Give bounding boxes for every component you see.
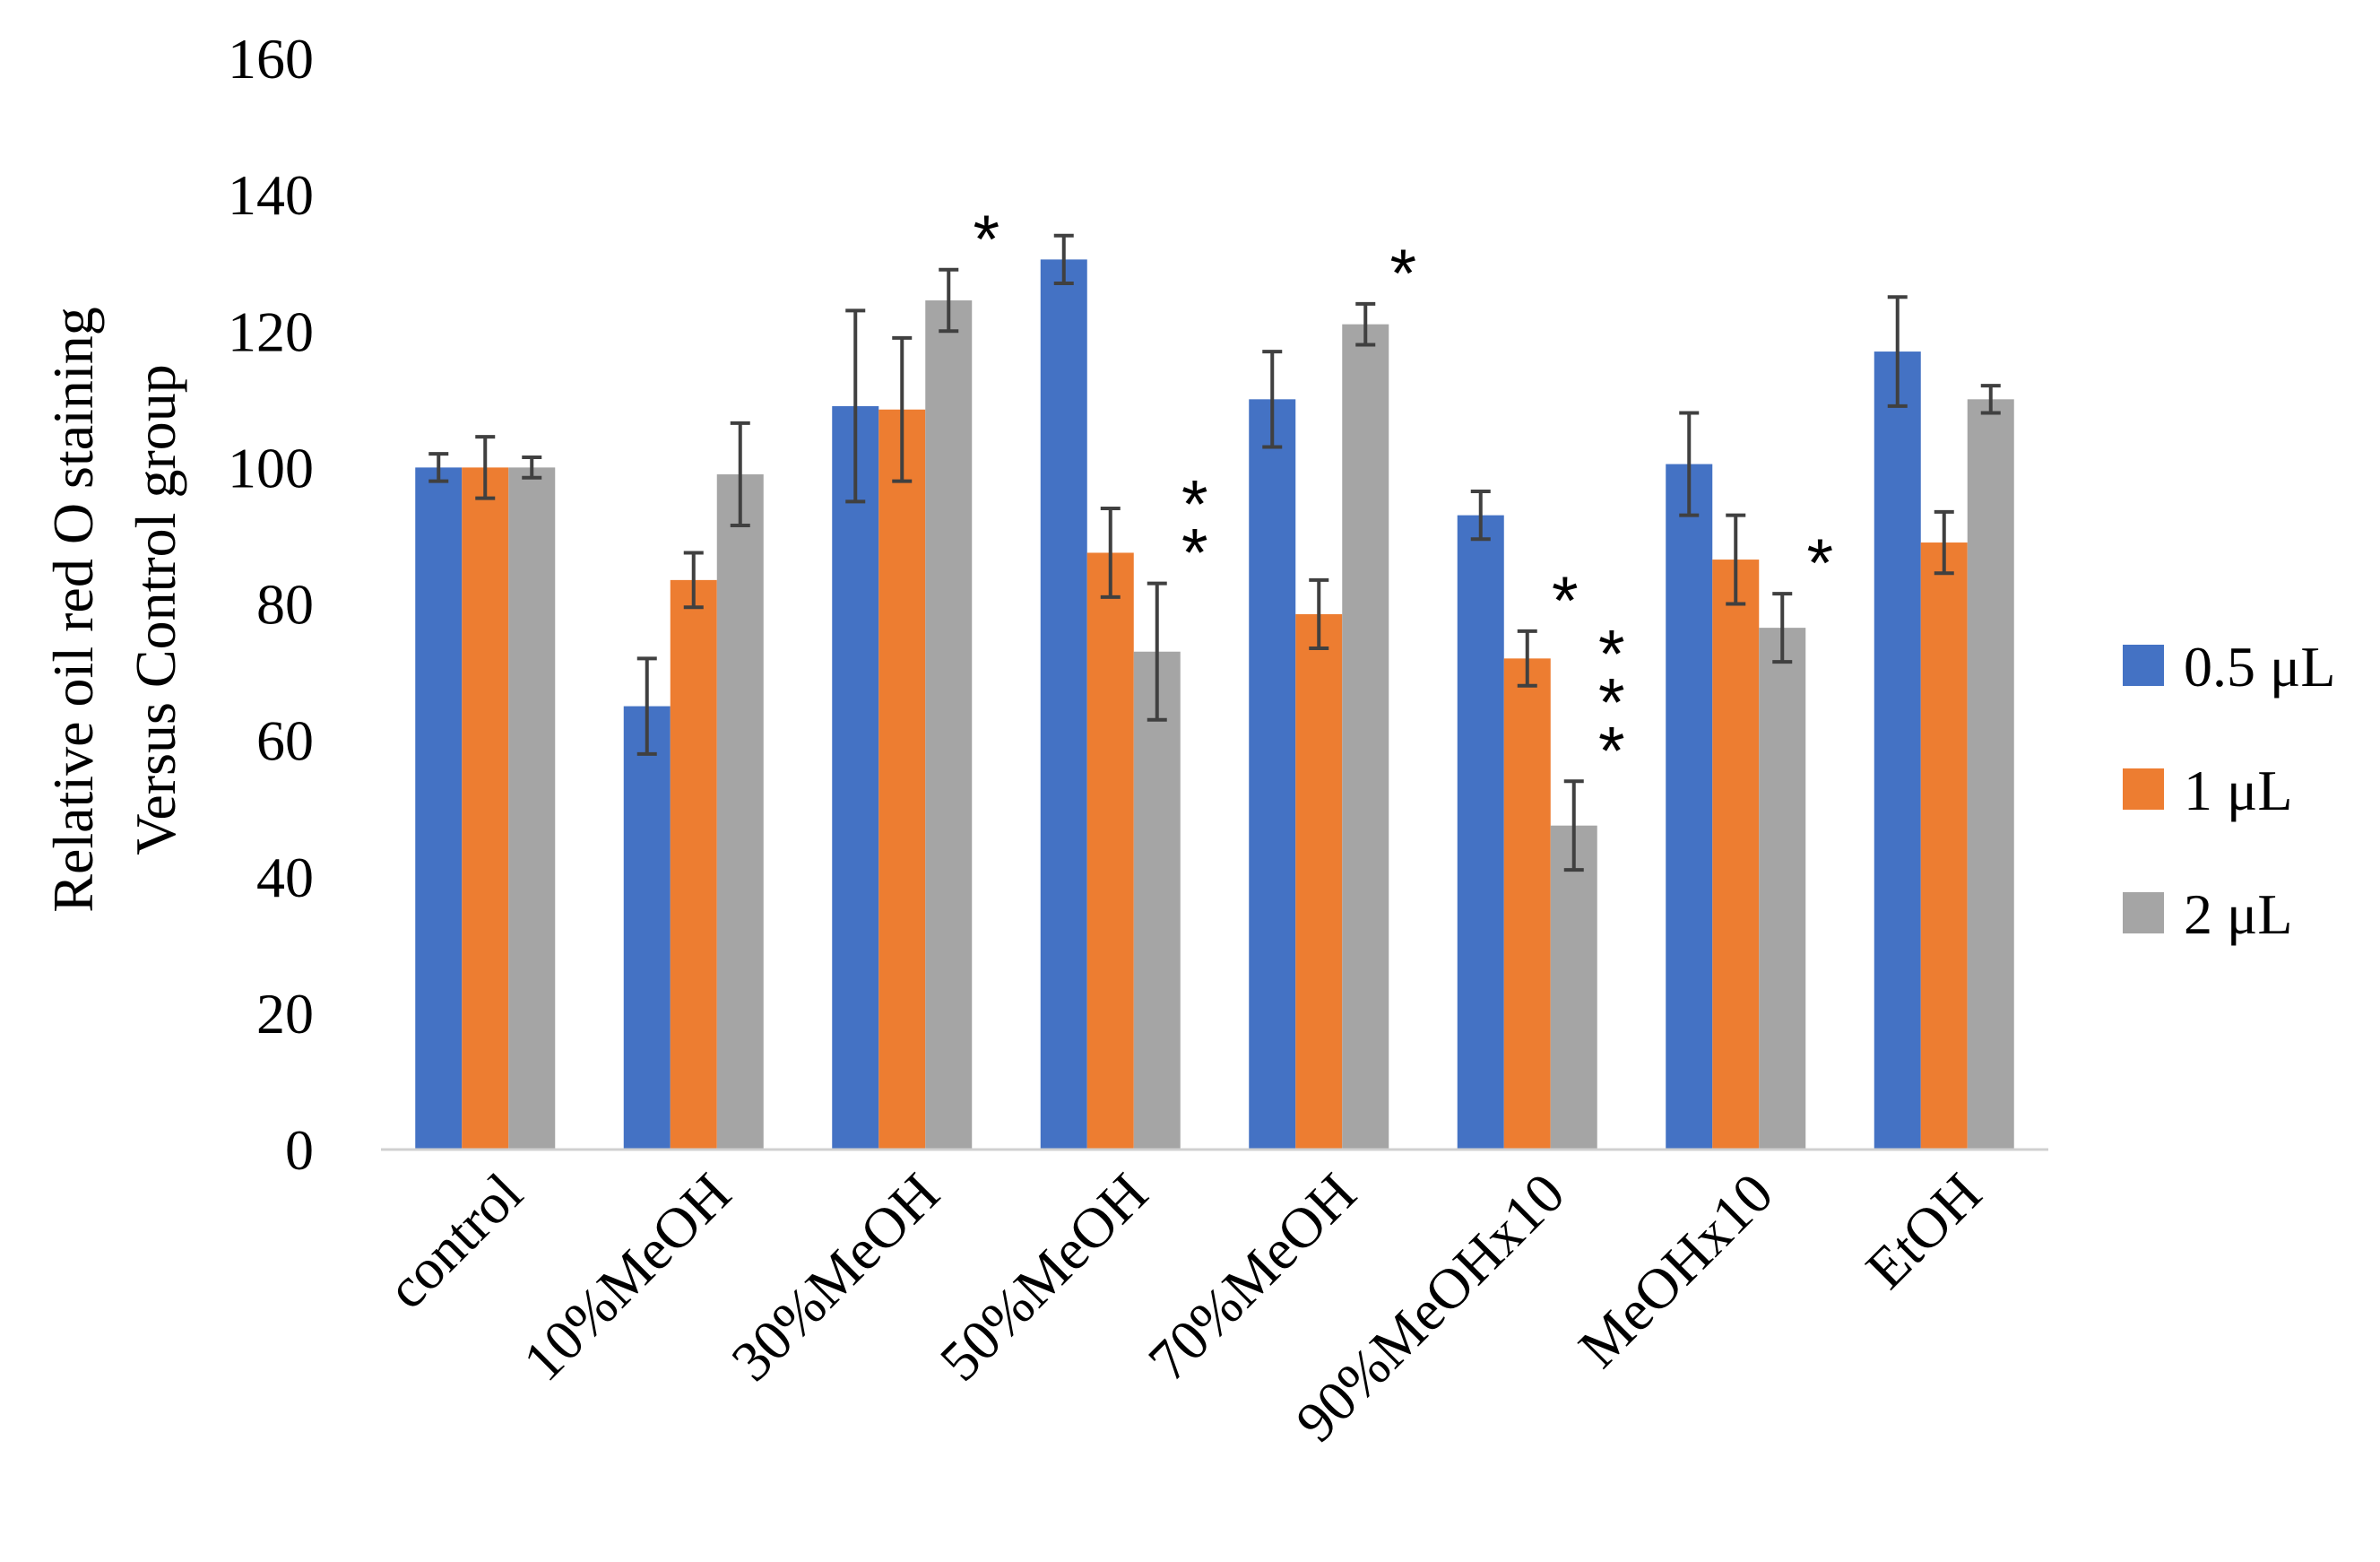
bar — [415, 467, 463, 1150]
x-category-label: MeOHx10 — [1566, 1161, 1785, 1380]
bar — [1133, 651, 1181, 1150]
y-tick-label: 160 — [228, 27, 314, 91]
bar — [1342, 324, 1389, 1150]
legend-label: 0.5 μL — [2184, 635, 2335, 699]
significance-star: * — [973, 202, 1000, 278]
x-category-label: 30%MeOH — [719, 1161, 951, 1393]
bar — [1086, 552, 1134, 1150]
x-category-label: 50%MeOH — [928, 1161, 1160, 1393]
x-axis-category-labels: control10%MeOH30%MeOH50%MeOH70%MeOH90%Me… — [375, 1161, 1994, 1454]
significance-marker: * — [1389, 236, 1416, 312]
legend-label: 2 μL — [2184, 882, 2292, 946]
significance-star: * — [1598, 616, 1625, 692]
y-tick-label: 40 — [256, 846, 314, 909]
significance-star: * — [1181, 467, 1208, 543]
significance-marker: * — [1552, 563, 1579, 639]
legend-swatch — [2123, 645, 2164, 686]
bar — [1457, 515, 1504, 1150]
bar — [1967, 399, 2014, 1150]
bar — [1550, 825, 1597, 1150]
bar — [508, 467, 556, 1150]
bar — [925, 300, 973, 1150]
bar — [1040, 259, 1087, 1150]
bar — [1712, 560, 1760, 1150]
y-tick-label: 20 — [256, 982, 314, 1046]
y-tick-label: 80 — [256, 573, 314, 637]
bar — [1249, 399, 1296, 1150]
error-bars — [428, 233, 2001, 872]
significance-marker: * — [1806, 525, 1833, 602]
x-category-label: EtOH — [1854, 1161, 1994, 1301]
bar — [1874, 351, 1921, 1150]
y-tick-label: 0 — [285, 1118, 314, 1182]
bar — [623, 706, 671, 1150]
significance-star: * — [1389, 236, 1416, 312]
y-tick-label: 100 — [228, 436, 314, 499]
bar — [1759, 628, 1806, 1150]
legend-swatch — [2123, 768, 2164, 810]
significance-star: * — [1806, 525, 1833, 602]
significance-star: * — [1598, 713, 1625, 789]
significance-star: * — [1552, 563, 1579, 639]
significance-star: * — [1598, 664, 1625, 741]
bar — [878, 409, 926, 1150]
bars — [415, 259, 2014, 1150]
bar — [832, 405, 879, 1150]
legend: 0.5 μL 1 μL 2 μL — [2123, 635, 2335, 946]
bar — [1503, 658, 1551, 1150]
bar — [1920, 542, 1968, 1150]
bar — [716, 473, 764, 1150]
legend-swatch — [2123, 892, 2164, 933]
significance-marker: * — [973, 202, 1000, 278]
significance-annotations: ** **** * ** — [973, 202, 1833, 789]
bar — [670, 579, 717, 1150]
y-axis-title: Relative oil red O staining Versus Contr… — [41, 307, 187, 912]
legend-label: 1 μL — [2184, 759, 2292, 822]
significance-star: * — [1181, 516, 1208, 592]
y-axis-ticks: 0 20 40 60 80 100 120 140 160 — [228, 27, 314, 1182]
significance-marker: * * — [1181, 467, 1208, 592]
y-tick-label: 60 — [256, 709, 314, 773]
y-tick-label: 140 — [228, 163, 314, 227]
x-category-label: 10%MeOH — [511, 1161, 743, 1393]
y-tick-label: 120 — [228, 299, 314, 363]
bar — [1295, 613, 1343, 1150]
significance-marker: * * * — [1598, 616, 1625, 789]
y-axis-title-line-2: Versus Control group — [124, 364, 187, 855]
bar — [462, 467, 509, 1150]
y-axis-title-line-1: Relative oil red O staining — [41, 307, 105, 912]
x-category-label: control — [375, 1161, 534, 1321]
bar — [1666, 464, 1713, 1150]
